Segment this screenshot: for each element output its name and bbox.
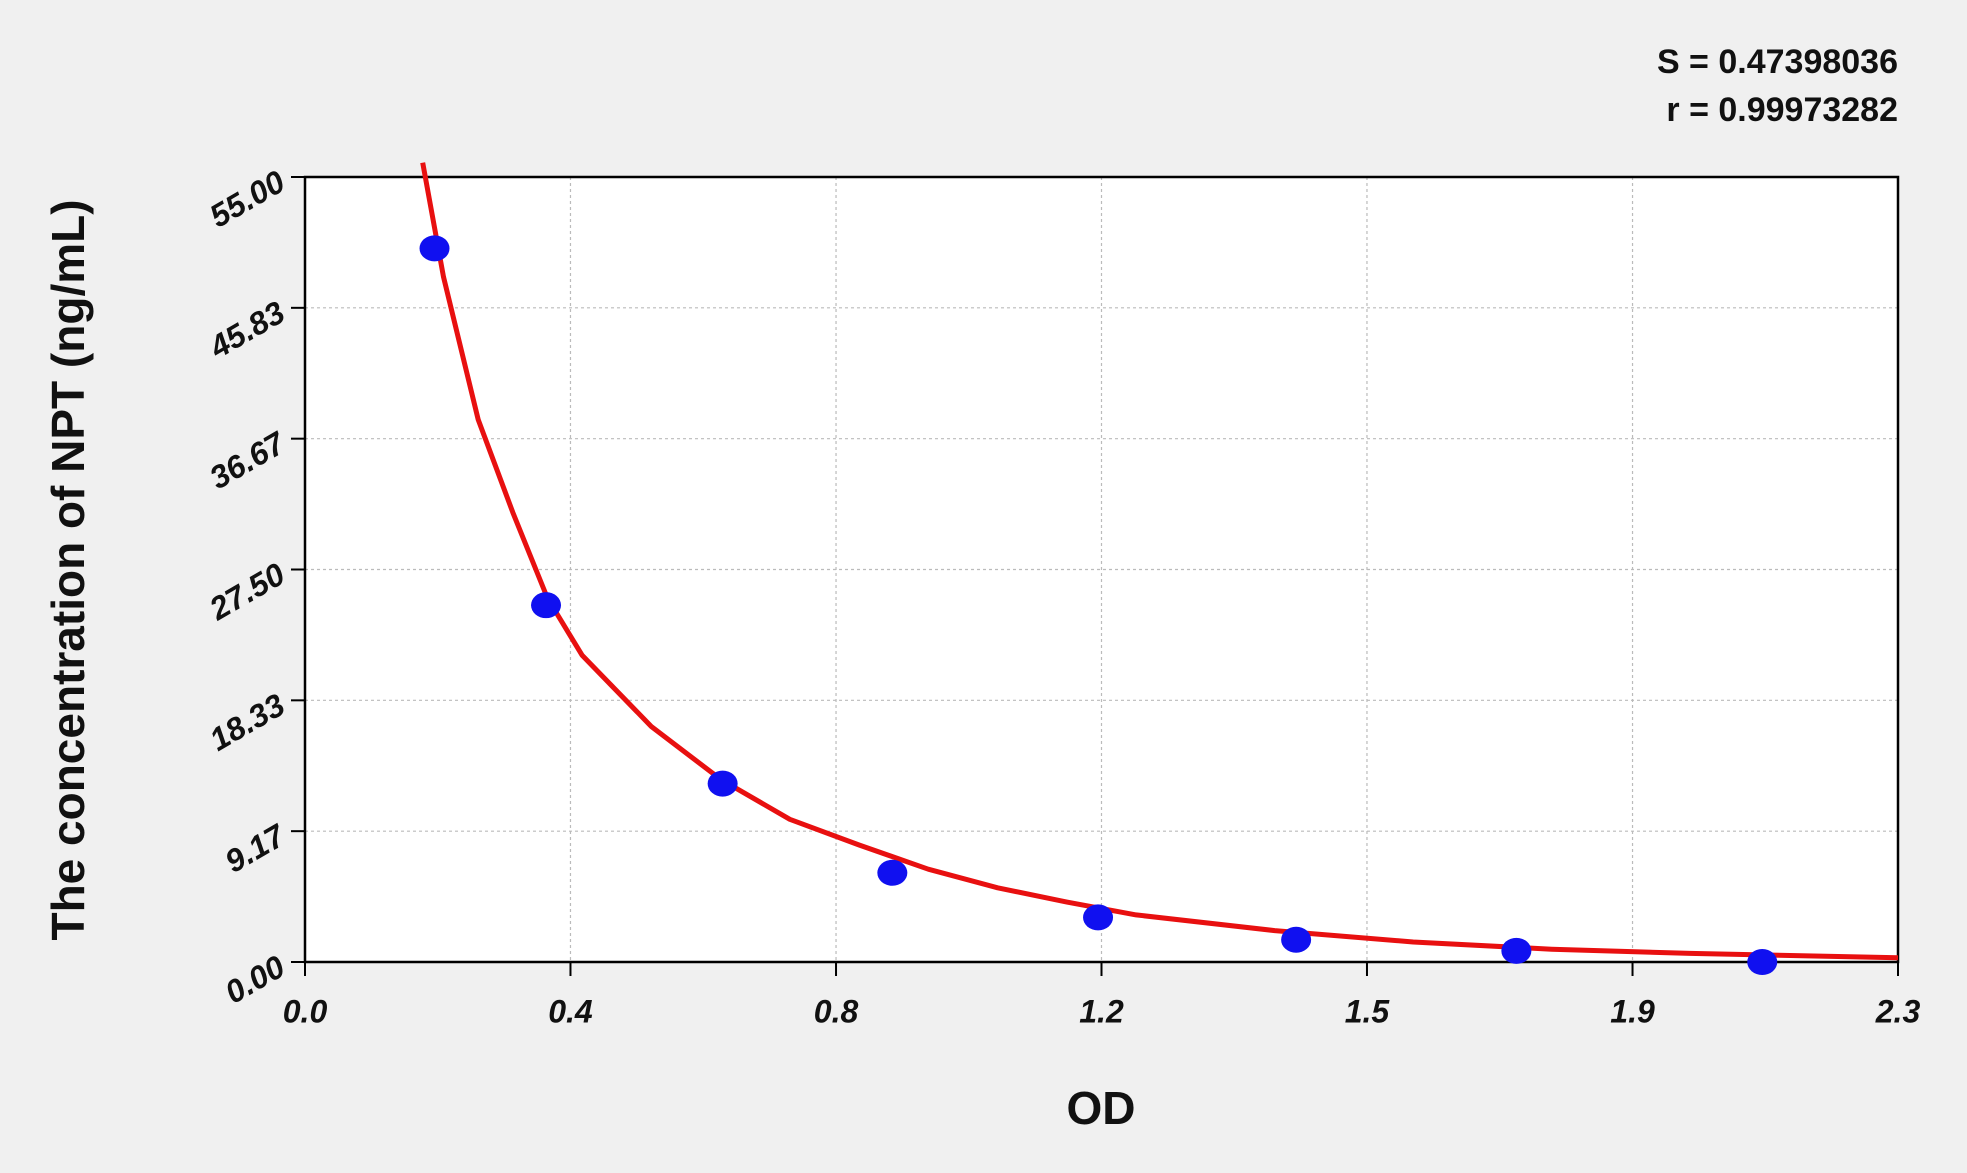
x-tick-label: 1.5 <box>1345 993 1391 1029</box>
x-axis-label: OD <box>1067 1082 1136 1134</box>
data-point <box>877 859 908 886</box>
annotation: S = 0.47398036 <box>1657 43 1898 81</box>
data-point <box>1281 926 1312 953</box>
x-tick-label: 1.2 <box>1079 993 1124 1029</box>
x-tick-label: 1.9 <box>1610 993 1655 1029</box>
y-axis-label: The concentration of NPT (ng/mL) <box>42 199 94 940</box>
data-point <box>1083 904 1114 931</box>
data-point <box>531 592 562 619</box>
data-point <box>1501 937 1532 964</box>
data-point <box>707 770 738 797</box>
x-tick-label: 2.3 <box>1875 993 1921 1029</box>
fit-curve <box>420 162 1899 961</box>
data-point <box>1747 949 1778 975</box>
x-tick-label: 0.0 <box>283 993 328 1029</box>
x-tick-label: 0.8 <box>814 993 859 1029</box>
x-tick-label: 0.4 <box>548 993 593 1029</box>
data-point <box>419 235 450 262</box>
annotation: r = 0.99973282 <box>1666 91 1898 129</box>
